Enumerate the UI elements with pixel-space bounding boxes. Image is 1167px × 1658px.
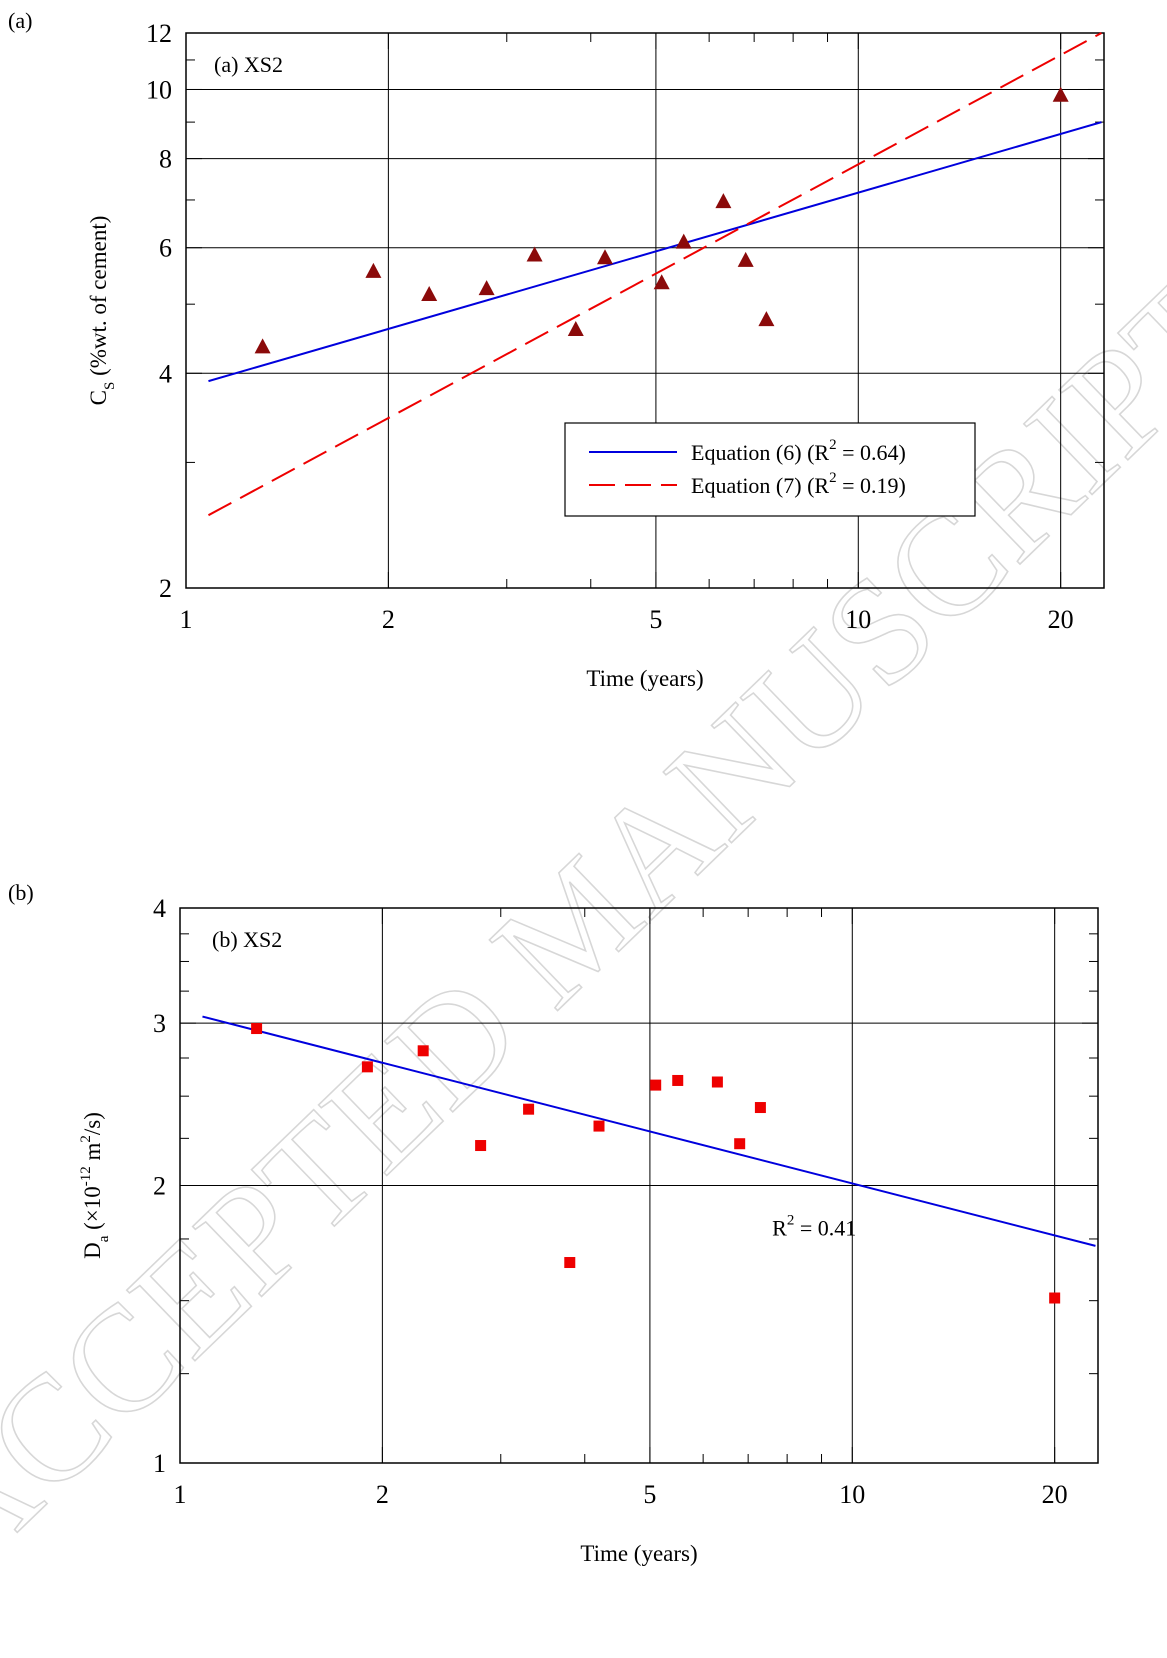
data-point-square (1049, 1292, 1061, 1304)
x-tick-label: 1 (174, 1480, 187, 1509)
x-tick-label: 10 (839, 1480, 865, 1509)
legend-entry-text: Equation (6) (R (691, 440, 829, 465)
data-point-triangle (567, 321, 584, 337)
data-point-square (593, 1120, 605, 1132)
data-point-square (754, 1102, 766, 1114)
x-tick-label: 2 (382, 605, 395, 634)
data-point-triangle (758, 311, 775, 327)
y-axis-unit: /s) (80, 1112, 105, 1135)
data-point-square (523, 1103, 535, 1115)
y-axis-subscript: S (102, 382, 118, 390)
data-point-triangle (715, 193, 732, 209)
data-point-triangle (1052, 86, 1069, 102)
data-point-square (672, 1074, 684, 1086)
legend-entry-exponent: 2 (829, 437, 837, 453)
y-axis-symbol: C (86, 390, 111, 405)
x-axis-title: Time (years) (586, 666, 703, 691)
r-squared-annotation: R2 = 0.41 (772, 1213, 856, 1241)
y-tick-label: 10 (146, 75, 172, 104)
legend-entry-1: Equation (6) (R2 = 0.64) (691, 437, 906, 465)
x-tick-label: 5 (643, 1480, 656, 1509)
legend-entry-exponent: 2 (829, 470, 837, 486)
y-axis-unit: (%wt. of cement) (86, 216, 111, 382)
data-point-triangle (597, 249, 614, 265)
fit-line-1 (202, 1015, 1096, 1247)
y-tick-label: 4 (153, 894, 166, 923)
plot-frame (185, 32, 1105, 589)
data-point-triangle (254, 338, 271, 354)
panel-inset-label: (a) XS2 (214, 52, 283, 77)
fit-line-2 (207, 32, 1102, 517)
data-point-square (711, 1076, 723, 1088)
legend-entry-2: Equation (7) (R2 = 0.19) (691, 470, 906, 498)
panel-label: (a) (8, 8, 32, 33)
plot-frame (179, 907, 1099, 1464)
y-tick-label: 2 (159, 574, 172, 603)
x-tick-label: 1 (180, 605, 193, 634)
y-axis-unit-exponent: 2 (78, 1135, 94, 1143)
legend-entry-text: = 0.64) (837, 440, 906, 465)
legend-entry-text: Equation (7) (R (691, 473, 829, 498)
y-tick-label: 12 (146, 19, 172, 48)
y-axis-title: Da (×10-12 m2/s) (78, 1112, 112, 1259)
data-point-square (251, 1023, 263, 1035)
y-tick-label: 8 (159, 145, 172, 174)
x-tick-label: 20 (1048, 605, 1074, 634)
legend-entry-text: = 0.19) (837, 473, 906, 498)
x-tick-label: 2 (376, 1480, 389, 1509)
y-tick-label: 1 (153, 1449, 166, 1478)
y-tick-label: 6 (159, 234, 172, 263)
y-axis-unit: m (80, 1142, 105, 1166)
data-point-triangle (675, 233, 692, 249)
data-point-triangle (365, 262, 382, 278)
annotation-text: R (772, 1216, 787, 1241)
data-point-square (417, 1045, 429, 1057)
legend-box (564, 422, 976, 517)
x-tick-label: 10 (845, 605, 871, 634)
annotation-text: = 0.41 (794, 1216, 856, 1241)
data-point-square (734, 1138, 746, 1150)
data-point-triangle (653, 274, 670, 290)
y-axis-title: CS (%wt. of cement) (86, 216, 118, 406)
data-point-square (361, 1061, 373, 1073)
y-axis-unit-exponent: -12 (78, 1166, 94, 1186)
data-point-square (650, 1079, 662, 1091)
data-point-square (564, 1257, 576, 1269)
y-tick-label: 4 (159, 359, 172, 388)
panel-inset-label: (b) XS2 (212, 927, 282, 952)
x-tick-label: 5 (649, 605, 662, 634)
y-axis-unit: (×10 (80, 1186, 105, 1235)
data-point-square (475, 1140, 487, 1152)
x-tick-label: 20 (1042, 1480, 1068, 1509)
data-point-triangle (737, 251, 754, 267)
y-tick-label: 3 (153, 1009, 166, 1038)
data-point-triangle (526, 246, 543, 262)
annotation-exponent: 2 (787, 1213, 795, 1229)
y-axis-subscript: a (96, 1235, 112, 1242)
data-point-triangle (478, 280, 495, 296)
y-tick-label: 2 (153, 1172, 166, 1201)
fit-line-1 (208, 121, 1102, 383)
x-axis-title: Time (years) (580, 1541, 697, 1566)
data-point-triangle (421, 286, 438, 302)
y-axis-symbol: D (80, 1242, 105, 1259)
panel-label: (b) (8, 880, 34, 905)
